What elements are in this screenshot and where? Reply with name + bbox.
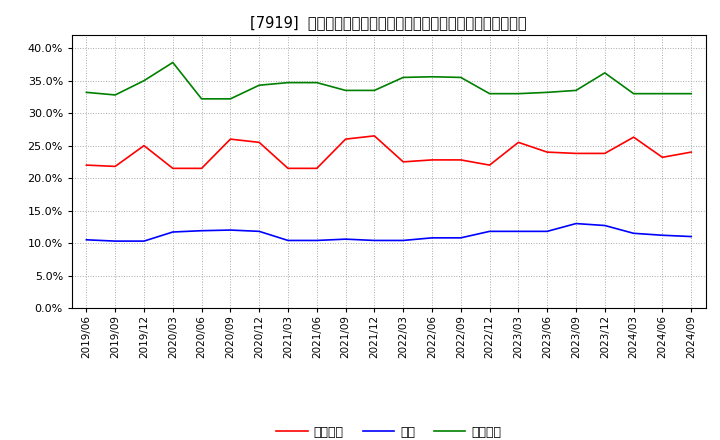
買入債務	[485, 91, 494, 96]
在庫	[197, 228, 206, 233]
在庫	[572, 221, 580, 226]
買入債務	[284, 80, 292, 85]
在庫	[658, 233, 667, 238]
在庫	[456, 235, 465, 241]
在庫	[428, 235, 436, 241]
買入債務	[399, 75, 408, 80]
売上債権	[255, 140, 264, 145]
売上債権	[197, 166, 206, 171]
Legend: 売上債権, 在庫, 買入債務: 売上債権, 在庫, 買入債務	[271, 421, 506, 440]
在庫	[629, 231, 638, 236]
売上債権	[428, 157, 436, 162]
買入債務	[600, 70, 609, 76]
売上債権	[140, 143, 148, 148]
在庫	[284, 238, 292, 243]
在庫	[82, 237, 91, 242]
在庫	[543, 229, 552, 234]
買入債務	[572, 88, 580, 93]
買入債務	[629, 91, 638, 96]
売上債権	[370, 133, 379, 139]
在庫	[370, 238, 379, 243]
売上債権	[514, 140, 523, 145]
売上債権	[111, 164, 120, 169]
売上債権	[82, 162, 91, 168]
売上債権	[485, 162, 494, 168]
売上債権	[629, 135, 638, 140]
売上債権	[284, 166, 292, 171]
売上債権	[456, 157, 465, 162]
在庫	[312, 238, 321, 243]
売上債権	[600, 151, 609, 156]
Line: 買入債務: 買入債務	[86, 62, 691, 99]
売上債権	[168, 166, 177, 171]
在庫	[600, 223, 609, 228]
買入債務	[428, 74, 436, 79]
買入債務	[197, 96, 206, 102]
買入債務	[370, 88, 379, 93]
在庫	[168, 229, 177, 235]
在庫	[111, 238, 120, 244]
買入債務	[168, 60, 177, 65]
売上債権	[658, 155, 667, 160]
買入債務	[226, 96, 235, 102]
在庫	[255, 229, 264, 234]
在庫	[226, 227, 235, 233]
売上債権	[687, 150, 696, 155]
買入債務	[111, 92, 120, 98]
売上債権	[399, 159, 408, 165]
買入債務	[543, 90, 552, 95]
買入債務	[514, 91, 523, 96]
在庫	[485, 229, 494, 234]
買入債務	[82, 90, 91, 95]
Line: 売上債権: 売上債権	[86, 136, 691, 169]
買入債務	[341, 88, 350, 93]
売上債権	[226, 136, 235, 142]
在庫	[687, 234, 696, 239]
買入債務	[658, 91, 667, 96]
Title: [7919]  売上債権、在庫、買入債務の総資産に対する比率の推移: [7919] 売上債権、在庫、買入債務の総資産に対する比率の推移	[251, 15, 527, 30]
在庫	[514, 229, 523, 234]
在庫	[140, 238, 148, 244]
買入債務	[687, 91, 696, 96]
Line: 在庫: 在庫	[86, 224, 691, 241]
在庫	[399, 238, 408, 243]
売上債権	[341, 136, 350, 142]
買入債務	[140, 78, 148, 83]
買入債務	[312, 80, 321, 85]
買入債務	[255, 83, 264, 88]
売上債権	[543, 150, 552, 155]
売上債権	[312, 166, 321, 171]
買入債務	[456, 75, 465, 80]
在庫	[341, 237, 350, 242]
売上債権	[572, 151, 580, 156]
